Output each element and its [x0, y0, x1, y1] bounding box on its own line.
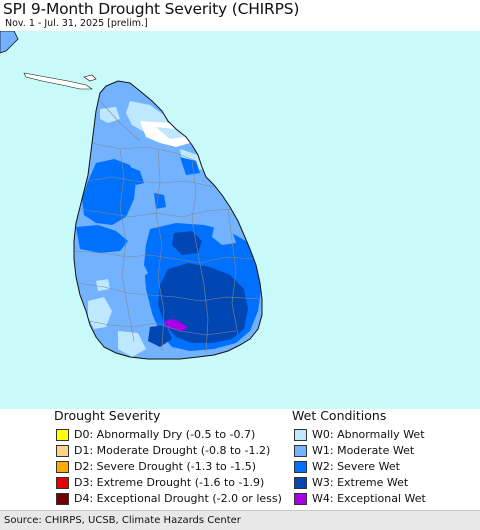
legend-label-w4: W4: Exceptional Wet [312, 492, 426, 505]
map-panel [0, 31, 480, 409]
legend-swatch-w3 [294, 477, 307, 489]
legend-swatch-w1 [294, 445, 307, 457]
legend-swatch-d1 [56, 445, 69, 457]
legend-label-w2: W2: Severe Wet [312, 460, 400, 473]
legend-swatch-w0 [294, 429, 307, 441]
legend-item-w3: W3: Extreme Wet [294, 476, 408, 490]
legend-label-d2: D2: Severe Drought (-1.3 to -1.5) [74, 460, 257, 473]
legend-label-d0: D0: Abnormally Dry (-0.5 to -0.7) [74, 428, 256, 441]
map-subtitle: Nov. 1 - Jul. 31, 2025 [prelim.] [5, 18, 148, 29]
legend-swatch-d2 [56, 461, 69, 473]
legend-label-d4: D4: Exceptional Drought (-2.0 or less) [74, 492, 282, 505]
legend-item-w2: W2: Severe Wet [294, 460, 400, 474]
district-boundaries [74, 100, 261, 354]
legend-swatch-d3 [56, 477, 69, 489]
legend-swatch-d0 [56, 429, 69, 441]
legend-item-d0: D0: Abnormally Dry (-0.5 to -0.7) [56, 428, 255, 442]
footer-bar: Source: CHIRPS, UCSB, Climate Hazards Ce… [0, 510, 480, 530]
legend-label-w3: W3: Extreme Wet [312, 476, 409, 489]
legend-label-d3: D3: Extreme Drought (-1.6 to -1.9) [74, 476, 265, 489]
legend-swatch-w2 [294, 461, 307, 473]
jaffna-islet [83, 74, 97, 82]
legend-item-w4: W4: Exceptional Wet [294, 492, 426, 506]
legend-label-w0: W0: Abnormally Wet [312, 428, 425, 441]
legend-item-d1: D1: Moderate Drought (-0.8 to -1.2) [56, 444, 270, 458]
legend-item-w1: W1: Moderate Wet [294, 444, 414, 458]
legend-swatch-d4 [56, 493, 69, 505]
adams-bridge-islet [23, 72, 93, 90]
legend-label-w1: W1: Moderate Wet [312, 444, 415, 457]
wet-legend-title: Wet Conditions [292, 408, 387, 423]
source-credit: Source: CHIRPS, UCSB, Climate Hazards Ce… [4, 515, 241, 526]
legend-item-d2: D2: Severe Drought (-1.3 to -1.5) [56, 460, 256, 474]
drought-legend-title: Drought Severity [54, 408, 161, 423]
legend-swatch-w4 [294, 493, 307, 505]
spi-values-layer [74, 100, 262, 357]
legend-item-d4: D4: Exceptional Drought (-2.0 or less) [56, 492, 282, 506]
legend-item-d3: D3: Extreme Drought (-1.6 to -1.9) [56, 476, 264, 490]
legend-item-w0: W0: Abnormally Wet [294, 428, 425, 442]
india-coast-fragment [0, 31, 19, 54]
sri-lanka-map [0, 31, 263, 360]
map-title: SPI 9-Month Drought Severity (CHIRPS) [3, 0, 300, 18]
legend-label-d1: D1: Moderate Drought (-0.8 to -1.2) [74, 444, 271, 457]
